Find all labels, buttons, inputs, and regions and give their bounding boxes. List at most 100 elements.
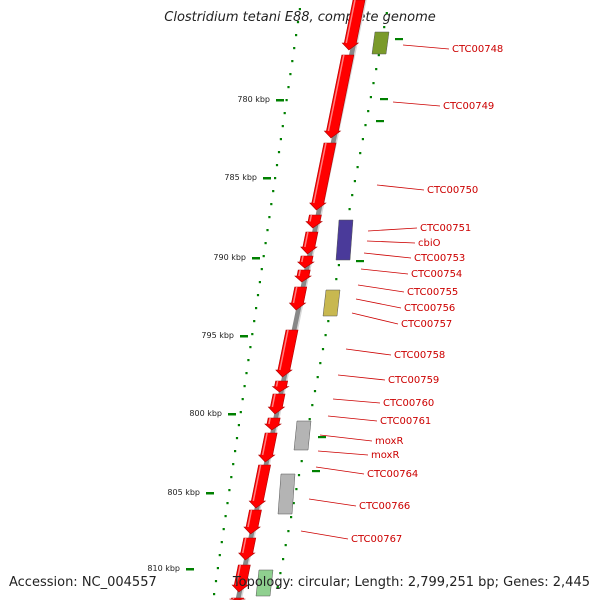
gc-dot-inner bbox=[372, 82, 375, 85]
kbp-tick-mark bbox=[228, 413, 236, 416]
gc-dot-inner bbox=[316, 376, 319, 379]
gc-dot-outer bbox=[289, 73, 292, 76]
gc-dot-inner bbox=[367, 110, 370, 113]
kbp-tick-mark bbox=[186, 568, 194, 571]
gc-dot-outer bbox=[268, 216, 271, 219]
gene-label-leader bbox=[332, 398, 381, 404]
cds-arrow-highlight bbox=[301, 255, 304, 263]
kbp-tick-label: 785 kbp bbox=[224, 173, 257, 182]
gene-label-leader bbox=[315, 466, 365, 475]
gc-dot-inner bbox=[377, 54, 380, 57]
gene-label: CTC00758 bbox=[394, 350, 445, 361]
gc-dot-outer bbox=[293, 47, 296, 50]
gc-dot-inner bbox=[361, 138, 364, 141]
gc-dot-outer bbox=[258, 281, 261, 284]
kbp-tick-label: 810 kbp bbox=[147, 564, 180, 573]
kbp-tick-mark bbox=[276, 99, 284, 102]
gene-label-leader bbox=[319, 434, 373, 442]
cog-box bbox=[335, 219, 354, 261]
gc-dot-outer bbox=[235, 437, 239, 440]
gene-label: CTC00764 bbox=[367, 469, 418, 480]
gc-dot-inner bbox=[319, 362, 322, 365]
gc-dot-outer bbox=[291, 60, 294, 63]
gene-label-leader bbox=[392, 101, 441, 107]
gc-dot-outer bbox=[285, 99, 288, 102]
cds-arrow-highlight bbox=[271, 393, 276, 408]
gc-dot-outer bbox=[237, 424, 240, 427]
cds-layer bbox=[229, 0, 366, 600]
gene-label-leader bbox=[357, 284, 405, 293]
gc-dot-outer bbox=[279, 138, 282, 141]
cds-arrow-highlight bbox=[304, 231, 309, 248]
cds-arrow-highlight bbox=[279, 329, 289, 371]
cds-arrow bbox=[300, 231, 319, 255]
gene-label: CTC00755 bbox=[407, 287, 458, 298]
gc-dot-outer bbox=[232, 463, 235, 466]
cds-arrow bbox=[297, 255, 315, 269]
gc-dot-inner bbox=[356, 166, 359, 169]
gc-skew-marker bbox=[395, 38, 403, 41]
gc-dot-outer bbox=[214, 580, 218, 583]
cds-arrow-highlight bbox=[327, 54, 345, 132]
gc-dot-inner bbox=[292, 502, 295, 505]
gc-dot-inner bbox=[290, 516, 293, 519]
gc-dot-inner bbox=[364, 124, 367, 127]
gene-label-leader bbox=[327, 415, 378, 422]
gc-dot-outer bbox=[295, 34, 298, 37]
gene-label: CTC00750 bbox=[427, 185, 478, 196]
gc-dot-inner bbox=[353, 180, 356, 183]
gc-dot-outer bbox=[216, 567, 219, 570]
gc-dot-inner bbox=[321, 348, 325, 351]
gc-dot-outer bbox=[224, 515, 227, 518]
cog-layer bbox=[255, 31, 390, 597]
gc-dot-outer bbox=[228, 489, 231, 492]
gc-dot-inner bbox=[351, 194, 354, 197]
gc-dot-outer bbox=[251, 333, 254, 336]
cds-arrow-highlight bbox=[242, 537, 247, 554]
gene-label: moxR bbox=[371, 450, 399, 461]
gc-dot-inner bbox=[295, 488, 298, 491]
kbp-ticks-layer: 780 kbp 785 kbp 790 kbp 795 kbp 800 kbp 805 k… bbox=[147, 95, 284, 573]
cds-arrow bbox=[231, 564, 251, 593]
gc-dot-inner bbox=[359, 152, 362, 155]
gc-dot-outer bbox=[239, 411, 242, 414]
gc-dot-outer bbox=[249, 346, 252, 349]
gc-dot-outer bbox=[260, 268, 263, 271]
gc-dot-outer bbox=[283, 112, 286, 115]
cog-box bbox=[293, 420, 312, 451]
cog-box bbox=[255, 569, 274, 597]
gene-label-layer: CTC00748 CTC00749 CTC00750 CTC00751 cbiO CTC0… bbox=[300, 44, 503, 545]
gc-skew-marker bbox=[376, 120, 384, 123]
kbp-tick-mark bbox=[206, 492, 214, 495]
gc-dot-outer bbox=[247, 359, 250, 362]
gc-dot-outer bbox=[241, 398, 244, 401]
gene-label-leader bbox=[376, 184, 425, 191]
gene-label-leader bbox=[366, 240, 416, 244]
gc-dot-inner bbox=[383, 26, 386, 29]
cds-arrow-highlight bbox=[252, 464, 262, 502]
gene-label: CTC00757 bbox=[401, 319, 452, 330]
gene-label: CTC00761 bbox=[380, 416, 431, 427]
gene-label-leader bbox=[351, 312, 399, 325]
cds-arrow-highlight bbox=[261, 432, 268, 456]
cds-arrow bbox=[294, 269, 312, 283]
gene-label: CTC00749 bbox=[443, 101, 494, 112]
gc-dot-outer bbox=[243, 385, 246, 388]
cds-arrow-highlight bbox=[298, 269, 301, 277]
cog-box bbox=[371, 31, 390, 55]
kbp-tick-label: 795 kbp bbox=[201, 331, 234, 340]
cds-arrow bbox=[238, 537, 257, 561]
gc-dot-outer bbox=[275, 164, 279, 167]
gc-dot-outer bbox=[298, 8, 301, 11]
gc-dot-outer bbox=[226, 502, 229, 505]
map-title: Clostridium tetani E88, complete genome bbox=[164, 10, 436, 25]
kbp-tick-label: 790 kbp bbox=[213, 253, 246, 262]
gc-dot-inner bbox=[324, 334, 327, 337]
gene-label-leader bbox=[345, 348, 392, 356]
cds-arrow bbox=[271, 380, 290, 393]
gc-dot-outer bbox=[256, 294, 260, 297]
cds-arrow-highlight bbox=[275, 380, 279, 387]
gc-dot-inner bbox=[335, 278, 338, 281]
gene-label-leader bbox=[308, 498, 357, 507]
